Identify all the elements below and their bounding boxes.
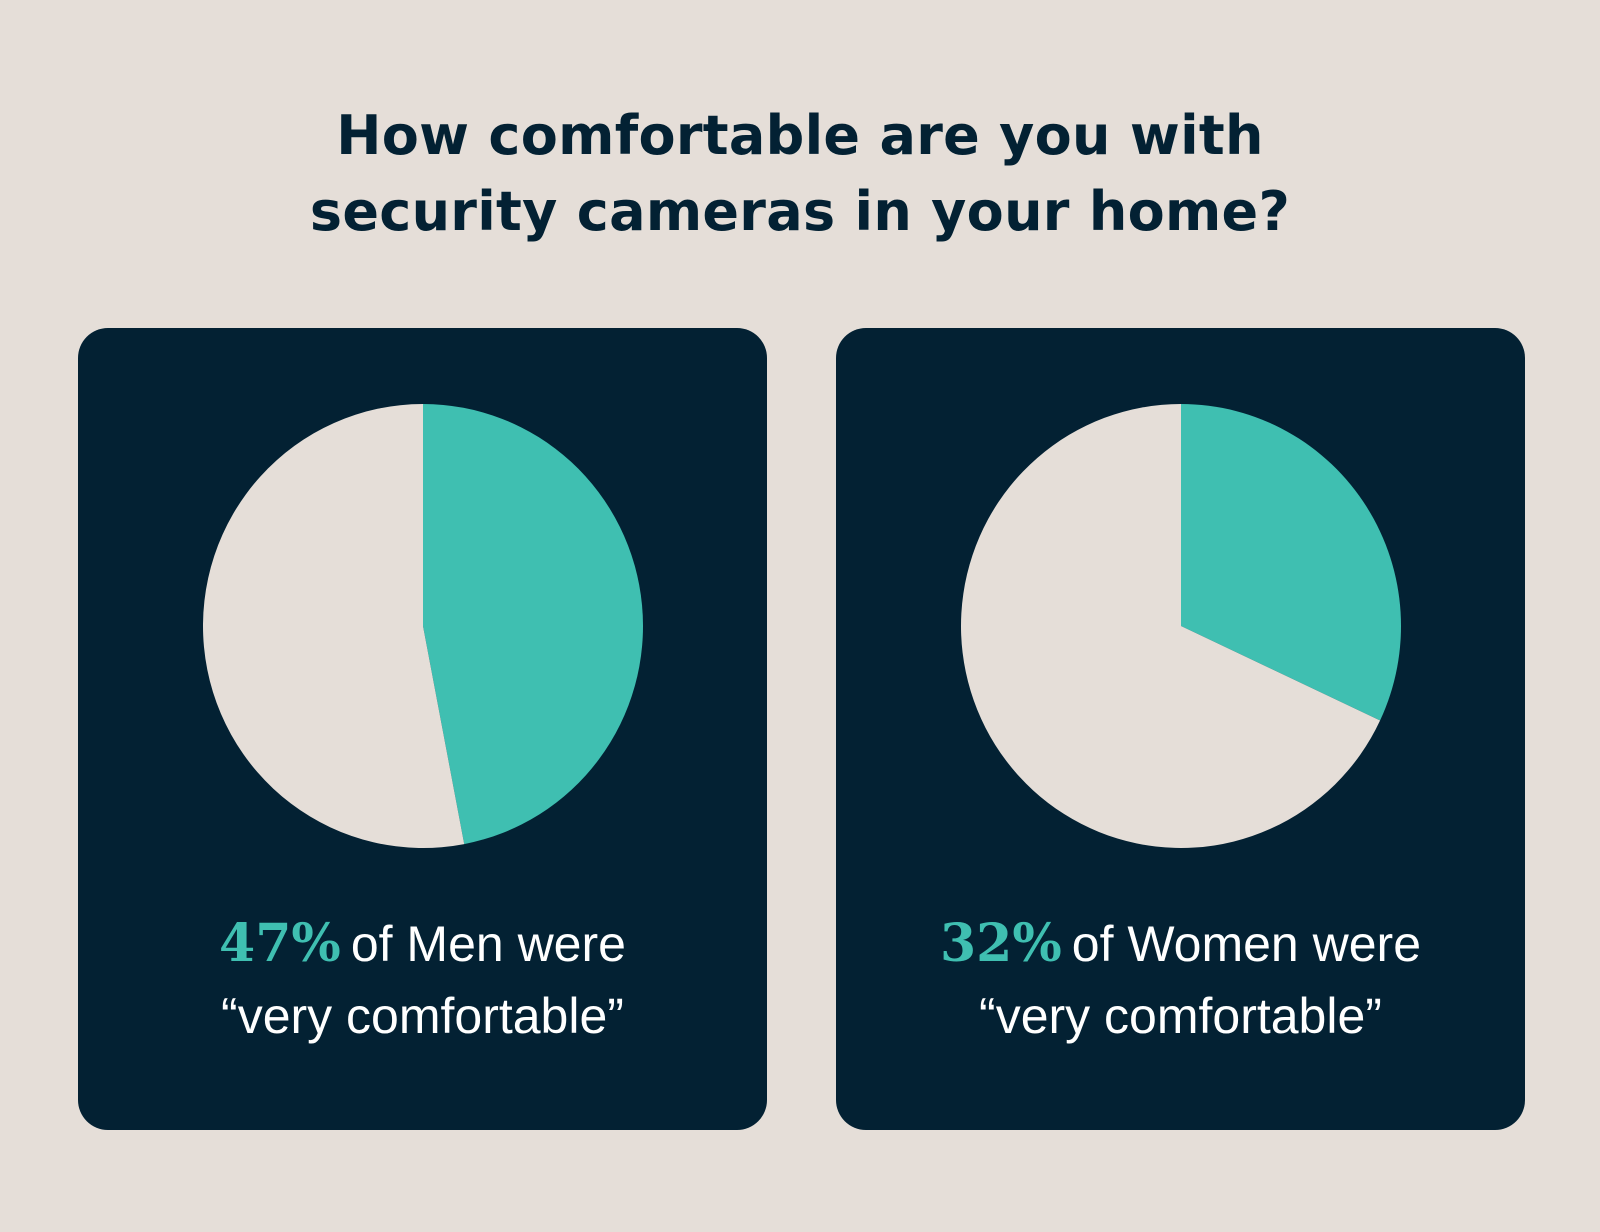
men-caption-line-2: “very comfortable” (221, 988, 624, 1044)
women-percent-label: 32% (940, 913, 1062, 974)
women-card: 32% of Women were “very comfortable” (836, 328, 1525, 1130)
women-other-slice (961, 404, 1381, 848)
men-caption-text: of Men were (350, 916, 626, 972)
women-pie-chart (961, 404, 1401, 848)
men-percent-label: 47% (219, 913, 341, 974)
women-caption-line-1: 32% of Women were (836, 908, 1525, 980)
title-line-1: How comfortable are you with (336, 104, 1264, 167)
women-very-comfortable-slice (1181, 404, 1401, 721)
men-other-slice (203, 404, 465, 848)
men-very-comfortable-slice (423, 404, 644, 845)
chart-title: How comfortable are you with security ca… (0, 98, 1600, 250)
men-caption: 47% of Men were “very comfortable” (78, 908, 767, 1052)
women-caption-line-2: “very comfortable” (979, 988, 1382, 1044)
title-line-2: security cameras in your home? (309, 180, 1291, 243)
men-card: 47% of Men were “very comfortable” (78, 328, 767, 1130)
women-caption-text: of Women were (1071, 916, 1421, 972)
women-caption: 32% of Women were “very comfortable” (836, 908, 1525, 1052)
men-caption-line-1: 47% of Men were (78, 908, 767, 980)
men-pie-chart (203, 404, 644, 848)
